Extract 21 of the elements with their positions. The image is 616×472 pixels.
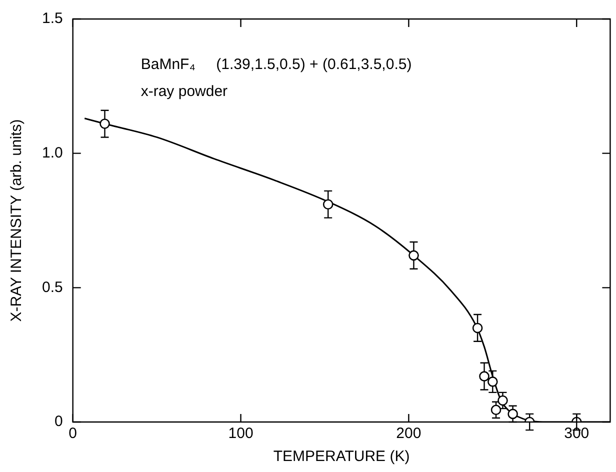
x-tick-label: 100	[228, 425, 254, 442]
x-tick-label: 300	[564, 425, 590, 442]
point	[488, 376, 498, 387]
x-tick-label: 0	[68, 425, 78, 442]
y-tick-label: 1.0	[42, 144, 63, 162]
point	[322, 199, 334, 210]
x-axis-title: TEMPERATURE (K)	[273, 448, 410, 466]
point	[472, 322, 483, 334]
point	[490, 404, 502, 416]
y-tick-label: 0	[54, 413, 63, 430]
annotation: x-ray powder	[140, 83, 228, 100]
annotation: BaMnF₄ (1.39,1.5,0.5) + (0.61,3.5,0.5)	[140, 56, 412, 73]
point	[408, 250, 419, 261]
y-tick-label: 1.5	[42, 10, 63, 28]
x-tick-label: 200	[396, 425, 422, 442]
point	[498, 395, 508, 406]
y-axis-title: X-RAY INTENSITY (arb. units)	[8, 119, 26, 322]
point	[479, 371, 490, 382]
y-tick-label: 0.5	[42, 278, 63, 296]
point	[508, 408, 518, 420]
point	[100, 118, 110, 129]
